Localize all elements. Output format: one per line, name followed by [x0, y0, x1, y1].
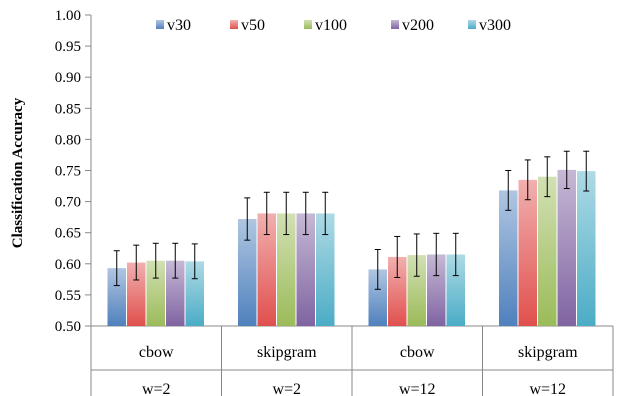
category-label: skipgram: [257, 344, 317, 361]
bar: [238, 219, 257, 326]
bar: [499, 190, 518, 326]
bar: [316, 213, 335, 326]
bar: [577, 171, 596, 326]
bar: [446, 254, 465, 326]
bar: [518, 179, 537, 326]
y-tick-label: 0.70: [55, 195, 81, 211]
legend-label: v300: [479, 17, 511, 34]
y-tick-label: 0.50: [55, 319, 81, 335]
bar: [407, 255, 426, 326]
bar: [277, 213, 296, 326]
y-tick-label: 0.75: [55, 164, 81, 180]
bars: [107, 169, 596, 326]
bar: [557, 169, 576, 326]
bar: [368, 269, 387, 326]
legend-label: v100: [315, 17, 347, 34]
bar: [257, 213, 276, 326]
bar: [127, 262, 146, 326]
bar: [538, 176, 557, 326]
window-label: w=2: [142, 381, 171, 396]
legend: v30 v50 v100 v200 v300: [156, 17, 511, 34]
legend-label: v50: [241, 17, 265, 34]
legend-swatch: [304, 20, 312, 29]
bar: [166, 260, 185, 326]
legend-swatch: [230, 20, 238, 29]
window-label: w=2: [272, 381, 301, 396]
y-tick-label: 0.65: [55, 226, 81, 242]
legend-swatch: [156, 20, 164, 29]
bar: [107, 268, 126, 326]
legend-swatch: [468, 20, 476, 29]
y-tick-label: 0.60: [55, 257, 81, 273]
bar: [185, 261, 204, 326]
error-bars: [113, 150, 590, 290]
y-tick-label: 0.90: [55, 70, 81, 86]
y-axis-label: Classification Accuracy: [10, 97, 26, 248]
y-tick-label: 0.85: [55, 101, 81, 117]
category-label: cbow: [400, 344, 435, 361]
legend-swatch: [391, 20, 399, 29]
category-label: skipgram: [518, 344, 578, 361]
window-label: w=12: [399, 381, 436, 396]
y-tick-label: 0.55: [55, 288, 81, 304]
window-label: w=12: [529, 381, 566, 396]
legend-label: v200: [402, 17, 434, 34]
bar: [427, 254, 446, 326]
bar: [146, 260, 165, 326]
legend-label: v30: [167, 17, 191, 34]
category-label: cbow: [139, 344, 174, 361]
bar: [388, 256, 407, 326]
y-tick-label: 1.00: [55, 8, 81, 24]
bar: [296, 213, 315, 326]
y-tick-label: 0.80: [55, 132, 81, 148]
y-tick-label: 0.95: [55, 39, 81, 55]
